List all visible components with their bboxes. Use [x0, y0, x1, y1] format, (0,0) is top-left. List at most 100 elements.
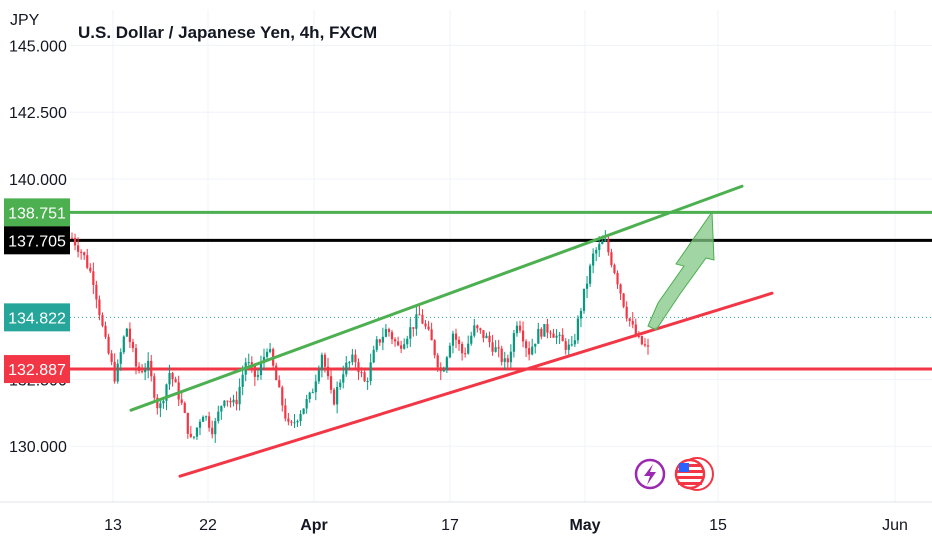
y-tick-label: 130.000 — [9, 439, 67, 456]
candle-body — [445, 357, 448, 370]
candle-body — [573, 340, 576, 345]
candle-body — [464, 353, 467, 355]
candle-body — [604, 239, 607, 241]
chart-title: U.S. Dollar / Japanese Yen, 4h, FXCM — [78, 23, 377, 42]
candle-body — [162, 400, 165, 404]
candle-body — [183, 402, 186, 413]
candle-body — [451, 333, 455, 346]
candle-body — [92, 271, 95, 285]
candle-body — [354, 354, 357, 363]
candle-body — [98, 299, 101, 316]
candle-body — [424, 323, 427, 327]
candle-body — [195, 427, 199, 437]
x-tick-label: Apr — [300, 517, 328, 534]
candle-body — [494, 347, 497, 352]
x-tick-label: 13 — [104, 517, 122, 534]
candle-body — [247, 362, 250, 364]
candle-body — [360, 372, 363, 374]
forecast-arrow[interactable] — [647, 210, 715, 331]
candle-body — [460, 343, 464, 354]
candle-body — [305, 399, 308, 409]
candle-body — [412, 327, 415, 329]
candle-body — [598, 243, 601, 250]
candle-body — [308, 392, 311, 400]
candle-body — [631, 320, 634, 325]
candle-body — [119, 352, 122, 364]
candle-body — [619, 284, 622, 294]
candle-body — [601, 240, 604, 244]
candle-body — [540, 328, 543, 337]
candle-body — [500, 348, 503, 362]
candle-body — [339, 382, 342, 387]
y-tick-label: 142.500 — [9, 105, 67, 122]
candle-body — [104, 325, 107, 337]
x-tick-label: 17 — [441, 517, 459, 534]
candle-body — [567, 344, 570, 350]
candle-body — [564, 341, 567, 350]
trendline-lower-channel[interactable] — [178, 291, 774, 478]
candle-body — [336, 386, 339, 405]
candle-body — [625, 306, 628, 319]
candle-body — [156, 397, 159, 409]
candle-body — [332, 389, 336, 405]
grid-layer — [0, 10, 932, 503]
lightning-icon[interactable] — [634, 458, 666, 490]
candle-body — [131, 341, 135, 349]
candle-body — [107, 336, 110, 354]
candle-body — [113, 361, 116, 382]
candle-body — [588, 265, 592, 284]
x-tick-label: 15 — [709, 517, 727, 534]
candle-body — [369, 362, 372, 381]
arrow-layer — [647, 210, 715, 331]
candle-body — [259, 362, 263, 376]
candle-body — [293, 422, 296, 424]
candle-body — [552, 333, 555, 338]
candle-body — [153, 376, 156, 398]
candle-body — [637, 336, 640, 338]
candle-body — [381, 336, 384, 343]
candle-body — [217, 411, 220, 422]
candle-body — [177, 382, 180, 400]
candle-body — [345, 362, 348, 375]
candle-body — [171, 372, 174, 380]
candle-body — [524, 341, 528, 349]
price-tag-support — [4, 355, 70, 384]
candle-body — [140, 371, 144, 373]
candle-body — [393, 339, 397, 342]
candle-body — [534, 343, 537, 347]
x-axis: 13 22 Apr 17 May 15 Jun — [104, 517, 908, 534]
candle-body — [375, 339, 378, 350]
candle-body — [491, 342, 494, 352]
candle-body — [555, 335, 558, 338]
candle-body — [220, 406, 223, 412]
candle-body — [430, 329, 433, 341]
trendline-upper-channel[interactable] — [129, 184, 744, 412]
price-tag-label: 134.822 — [8, 310, 66, 327]
candle-body — [116, 363, 119, 382]
candle-body — [311, 392, 314, 394]
price-tag-label: 137.705 — [8, 233, 66, 250]
candle-body — [558, 334, 561, 336]
candle-body — [253, 364, 256, 377]
candle-body — [561, 334, 564, 342]
candle-body — [585, 283, 589, 289]
us-flag-icon[interactable] — [674, 457, 714, 491]
candle-body — [83, 252, 86, 256]
candle-body — [406, 338, 409, 345]
candle-body — [186, 412, 189, 434]
candle-body — [442, 369, 445, 372]
candle-body — [518, 325, 522, 331]
candle-body — [101, 315, 104, 326]
y-tick-label: 145.000 — [9, 38, 67, 55]
candle-body — [454, 333, 458, 340]
candle-body — [137, 366, 141, 372]
candle-body — [512, 333, 516, 352]
candle-body — [448, 345, 452, 358]
candle-body — [421, 314, 424, 324]
candle-body — [537, 328, 540, 344]
candle-body — [607, 239, 610, 253]
candle-body — [76, 245, 80, 252]
candle-body — [180, 399, 183, 403]
candle-body — [287, 418, 290, 422]
